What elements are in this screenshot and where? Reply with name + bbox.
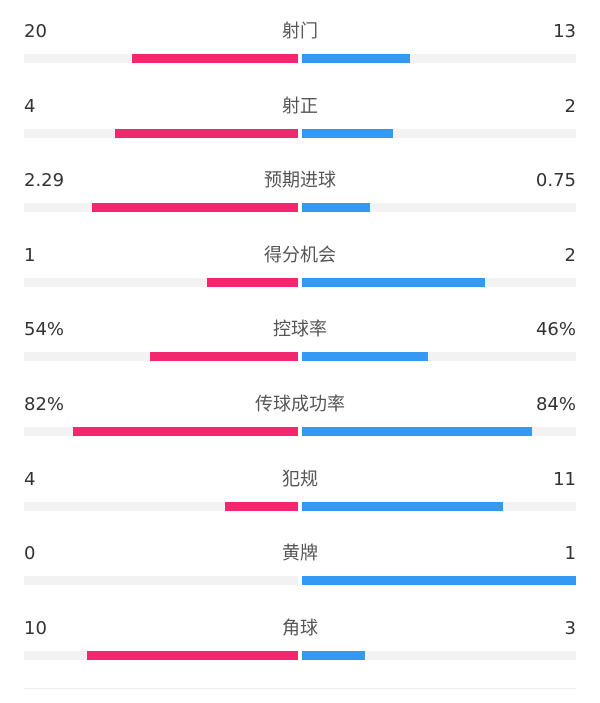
stat-row: 4 射正 2 xyxy=(0,75,600,149)
home-bar xyxy=(150,352,298,362)
away-track xyxy=(302,650,576,660)
home-bar xyxy=(206,277,298,287)
away-track xyxy=(302,54,576,63)
stat-label: 黄牌 xyxy=(282,543,318,565)
away-value: 1 xyxy=(564,543,576,565)
away-bar xyxy=(302,650,366,660)
home-value: 4 xyxy=(24,468,36,490)
away-track xyxy=(302,203,576,213)
away-track xyxy=(302,128,576,138)
stat-label: 得分机会 xyxy=(264,244,336,266)
home-bar xyxy=(224,501,298,511)
stat-row: 54% 控球率 46% xyxy=(0,298,600,372)
home-track xyxy=(24,650,298,660)
away-track xyxy=(302,277,576,287)
stat-row: 10 角球 3 xyxy=(0,597,600,671)
away-value: 2 xyxy=(564,244,576,266)
stat-row: 20 射门 13 xyxy=(0,0,600,74)
divider xyxy=(24,688,576,689)
home-track xyxy=(24,203,298,213)
away-bar xyxy=(302,203,370,213)
home-bar xyxy=(131,54,298,63)
away-value: 11 xyxy=(553,468,576,490)
away-track xyxy=(302,576,576,586)
home-track xyxy=(24,427,298,436)
home-value: 82% xyxy=(24,394,65,415)
home-track xyxy=(24,576,298,586)
away-bar xyxy=(302,576,576,586)
stat-label: 角球 xyxy=(282,617,318,639)
home-track xyxy=(24,128,298,138)
away-track xyxy=(302,352,576,362)
home-track xyxy=(24,501,298,511)
stat-label: 犯规 xyxy=(282,468,318,490)
away-bar xyxy=(302,352,429,362)
home-track xyxy=(24,54,298,63)
away-value: 46% xyxy=(535,319,576,341)
away-value: 2 xyxy=(564,95,576,117)
away-bar xyxy=(302,277,485,287)
away-track xyxy=(302,501,576,511)
home-track xyxy=(24,277,298,287)
away-value: 0.75 xyxy=(535,170,576,192)
away-value: 13 xyxy=(553,21,576,42)
stat-row: 1 得分机会 2 xyxy=(0,224,600,298)
away-value: 3 xyxy=(564,617,576,639)
away-bar xyxy=(302,54,410,63)
stat-row: 82% 传球成功率 84% xyxy=(0,373,600,447)
home-value: 2.29 xyxy=(24,170,65,192)
stat-row: 0 黄牌 1 xyxy=(0,522,600,596)
home-value: 54% xyxy=(24,319,65,341)
stat-label: 预期进球 xyxy=(264,170,336,192)
away-bar xyxy=(302,427,533,436)
away-track xyxy=(302,427,576,436)
away-bar xyxy=(302,501,503,511)
home-value: 20 xyxy=(24,21,47,42)
home-bar xyxy=(87,650,298,660)
home-value: 0 xyxy=(24,543,36,565)
stat-label: 射正 xyxy=(282,95,318,117)
home-bar xyxy=(115,128,298,138)
stat-label: 控球率 xyxy=(273,319,327,341)
away-value: 84% xyxy=(535,394,576,415)
stat-label: 传球成功率 xyxy=(255,394,345,415)
away-bar xyxy=(302,128,394,138)
stat-row: 2.29 预期进球 0.75 xyxy=(0,149,600,223)
home-value: 10 xyxy=(24,617,47,639)
home-bar xyxy=(73,427,298,436)
home-value: 4 xyxy=(24,95,36,117)
home-track xyxy=(24,352,298,362)
home-bar xyxy=(91,203,298,213)
stat-row: 4 犯规 11 xyxy=(0,448,600,522)
home-value: 1 xyxy=(24,244,36,266)
stat-label: 射门 xyxy=(282,21,318,42)
